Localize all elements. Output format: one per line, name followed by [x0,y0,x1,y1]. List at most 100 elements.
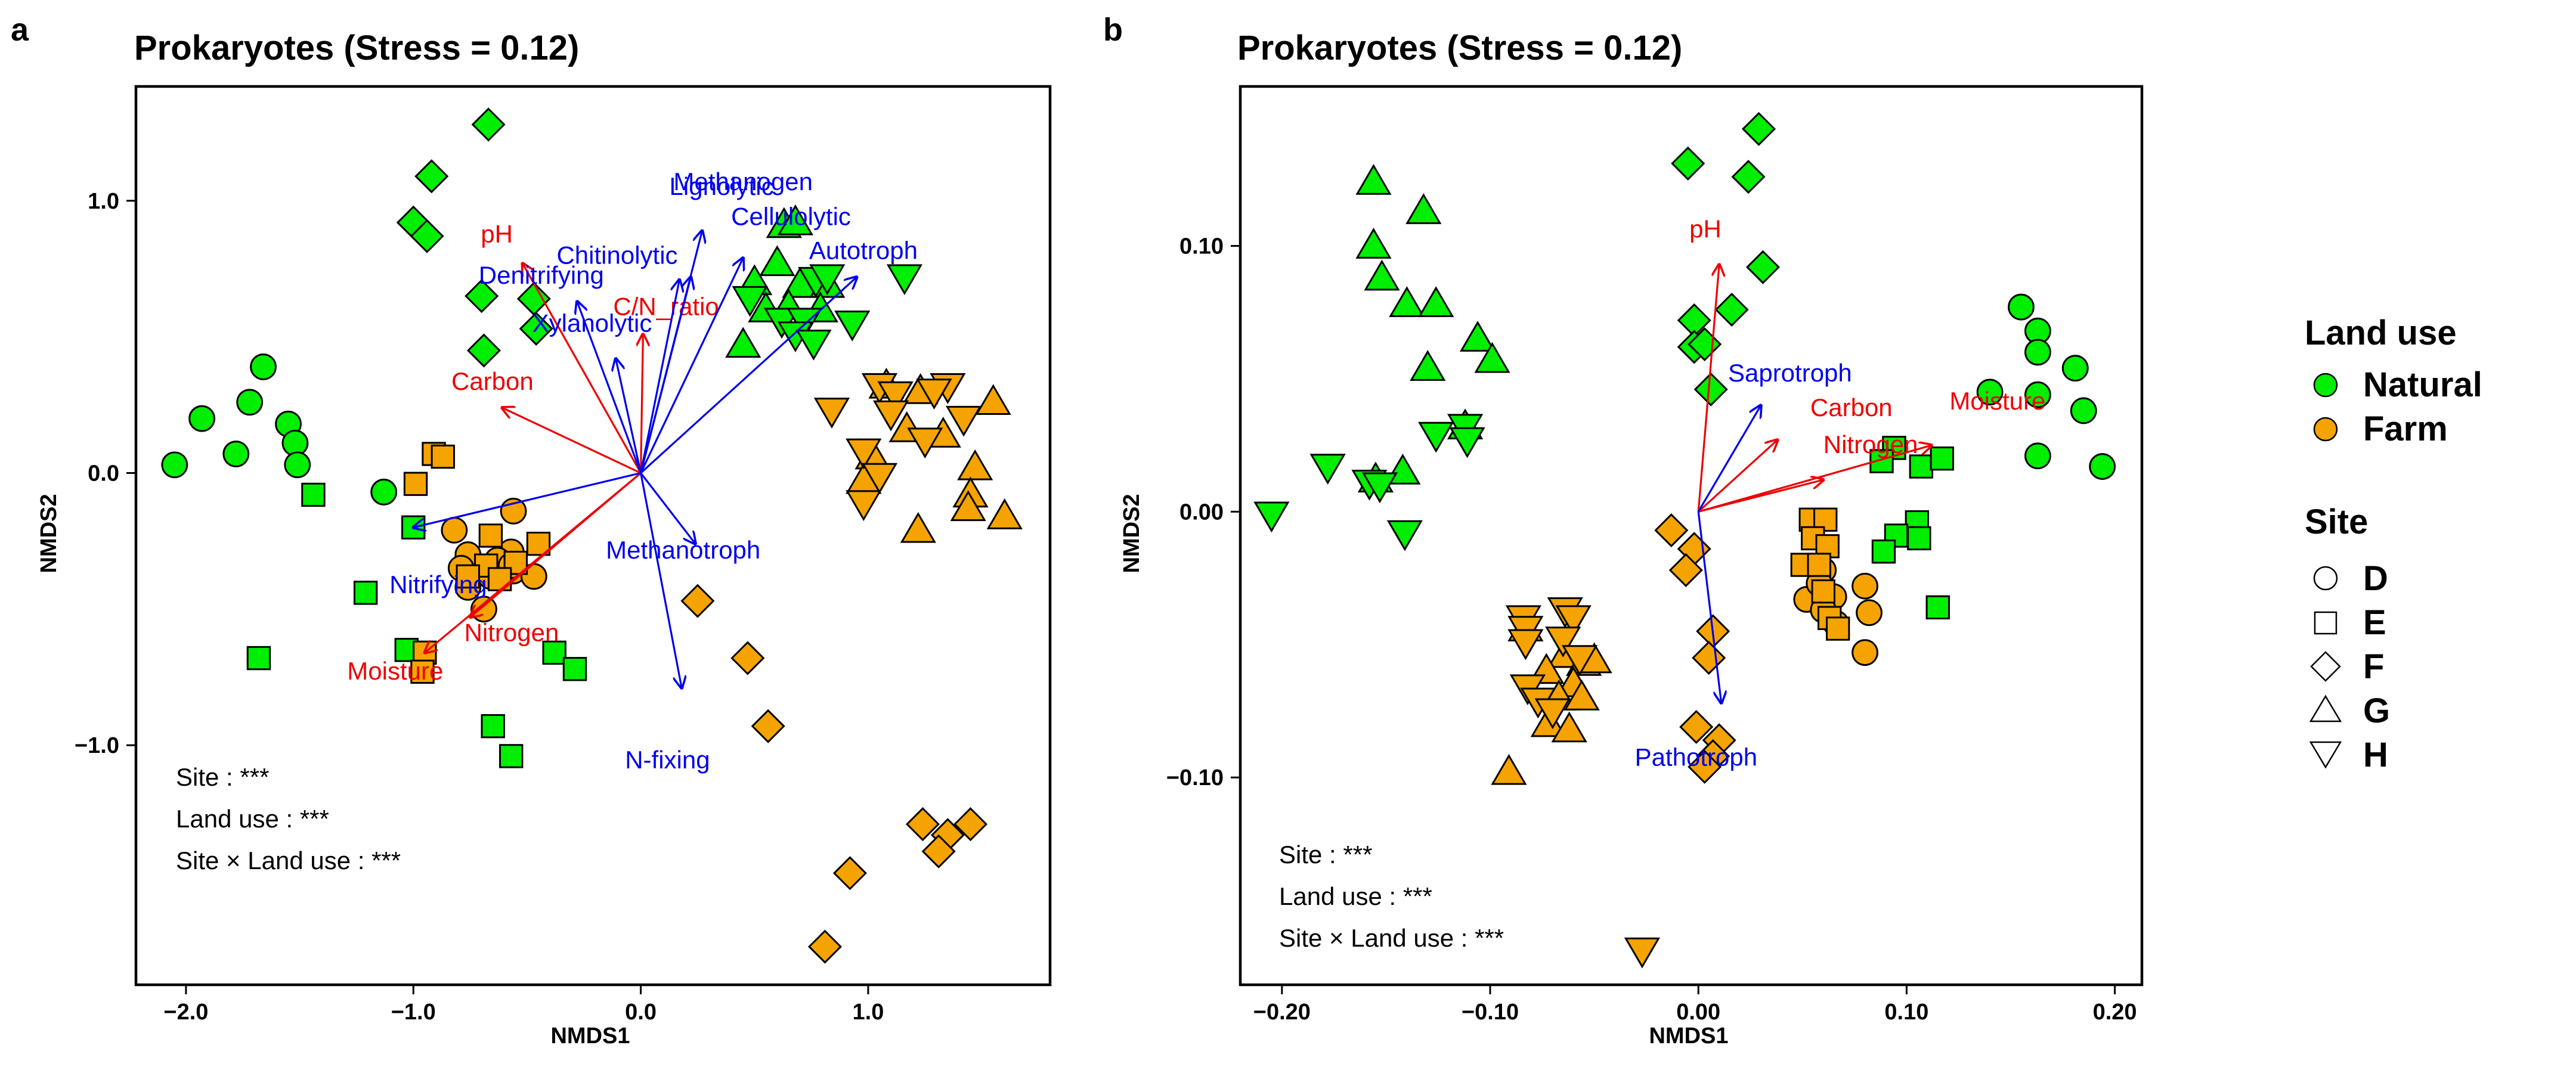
panel-a-points [161,107,1023,964]
panel-a-xlabel: NMDS1 [550,1024,630,1049]
point-natural-site-h [795,329,832,361]
point-natural-site-d [2089,453,2116,480]
point-farm-site-e [456,564,480,589]
panel-a-vectors: pH Carbon C/N_ratio Nitrogen Moisture Methano… [347,168,918,774]
point-farm-site-d [1852,572,1878,600]
point-farm-site-g [1491,753,1527,785]
point-farm-site-e [1807,553,1831,577]
panel-a-xtick-label: 1.0 [853,1000,884,1025]
point-natural-site-g [1410,350,1446,381]
point-farm-site-f [1654,513,1689,548]
legend-natural-label: Natural [2363,365,2482,404]
point-natural-site-e [353,581,378,605]
vector-ph [1697,265,1719,512]
vector-label-denitrifying: Denitrifying [479,261,604,289]
point-natural-site-g [759,245,795,277]
point-natural-site-d [2024,442,2051,470]
panel-b-points [1253,111,2116,969]
vector-label-autotroph: Autotroph [809,237,918,265]
point-natural-site-d [2061,355,2089,382]
panel-b-frame [1239,85,2144,987]
point-natural-site-e [1871,539,1896,564]
panel-a-title: Prokaryotes (Stress = 0.12) [134,29,579,67]
vector-label-nitrogen: Nitrogen [465,619,559,647]
point-natural-site-g [1355,164,1392,195]
panel-a-plot: −2.0 −1.0 0.0 1.0 −1.0 0.0 1.0 pH Carbon C/N_rati… [75,85,1052,1025]
panel-a-ytick-label: −1.0 [75,733,119,758]
vector-label-c-n-ratio: C/N_ratio [613,293,719,321]
legend: Land use Natural Farm Site D E F G H [2305,314,2482,774]
point-natural-site-d [161,451,188,479]
point-natural-site-h [1386,520,1423,551]
point-farm-site-d [470,596,497,623]
point-farm-site-e [1813,507,1838,532]
point-farm-site-g [1563,679,1600,711]
legend-site-f-symbol [2310,651,2341,682]
panel-a-ytick-label: 0.0 [88,461,119,486]
vector-label-methanotroph: Methanotroph [606,536,760,564]
legend-site-h-label: H [2363,736,2388,774]
point-farm-site-g [1551,711,1587,743]
point-natural-site-g [1405,193,1442,224]
point-natural-site-h [1449,427,1485,458]
point-natural-site-g [1389,286,1425,317]
point-farm-site-f [1679,709,1714,745]
point-natural-site-d [2024,339,2051,366]
panel-b-ytick-label: 0.00 [1179,500,1224,525]
point-natural-site-f [414,159,449,194]
panel-b-plot: −0.20 −0.10 0.00 0.10 0.20 −0.10 0.00 0.10 pH Car… [1166,85,2144,1025]
legend-natural-swatch [2313,373,2338,398]
vector-label-saprotroph: Saprotroph [1728,359,1852,387]
point-natural-site-g [1418,286,1454,317]
panel-b-vectors: pHCarbonNitrogenMoistureSaprotrophPathot… [1635,215,2046,771]
point-natural-site-h [834,311,871,342]
panel-b-xtick-label: 0.20 [2093,1000,2137,1025]
vector-chitinolytic [640,277,691,473]
panel-b-xtick-label: −0.20 [1253,1000,1311,1025]
vector-nitrifying [413,472,641,527]
panel-a-frame [134,85,1052,987]
panel-b-ytick-label: 0.10 [1179,234,1224,259]
point-farm-site-e [487,567,512,591]
point-farm-site-g [957,449,993,480]
vector-label-cellulolytic: Cellulolytic [731,203,851,231]
point-farm-site-e [478,523,503,548]
vector-label-n-fixing: N-fixing [625,746,710,774]
point-natural-site-e [1930,446,1954,471]
panel-a: a Prokaryotes (Stress = 0.12) NMDS1 NMDS… [11,12,630,1049]
panel-b-stat-interaction: Site × Land use : *** [1279,924,1504,952]
panel-b-ylabel: NMDS2 [1119,494,1144,573]
point-farm-site-h [1507,629,1544,660]
vector-label-carbon: Carbon [451,367,534,395]
vector-pathotroph [1697,511,1721,703]
point-natural-site-h [1361,472,1398,504]
panel-b-xtick-label: 0.00 [1676,1000,1720,1025]
point-farm-site-h [846,490,882,522]
point-farm-site-e [403,472,428,496]
panel-b-ytick-label: −0.10 [1166,765,1224,790]
point-natural-site-g [777,204,814,235]
point-natural-site-e [481,714,505,739]
point-farm-site-g [900,511,936,543]
point-farm-site-f [921,834,956,869]
point-natural-site-f [1693,372,1728,407]
point-farm-site-h [1562,645,1598,677]
point-natural-site-h [1418,421,1454,453]
point-farm-site-h [846,438,882,470]
point-farm-site-h [1555,605,1592,637]
point-farm-site-e [1811,579,1835,604]
legend-site-g-label: G [2363,691,2390,730]
point-natural-site-e [1907,526,1931,551]
point-farm-site-f [680,584,715,618]
point-farm-site-e [410,659,435,684]
vector-carbon [1698,440,1778,513]
vector-label-ph: pH [481,220,513,248]
point-farm-site-d [1856,599,1883,627]
point-natural-site-h [1309,454,1346,485]
vector-label-lignolytic: Lignolytic [670,172,774,200]
panel-a-stat-landuse: Land use : *** [176,805,329,833]
point-natural-site-f [410,219,444,253]
panel-a-stat-site: Site : *** [176,763,269,791]
legend-farm-swatch [2313,417,2338,442]
panel-a-xtick-label: −1.0 [391,1000,436,1025]
